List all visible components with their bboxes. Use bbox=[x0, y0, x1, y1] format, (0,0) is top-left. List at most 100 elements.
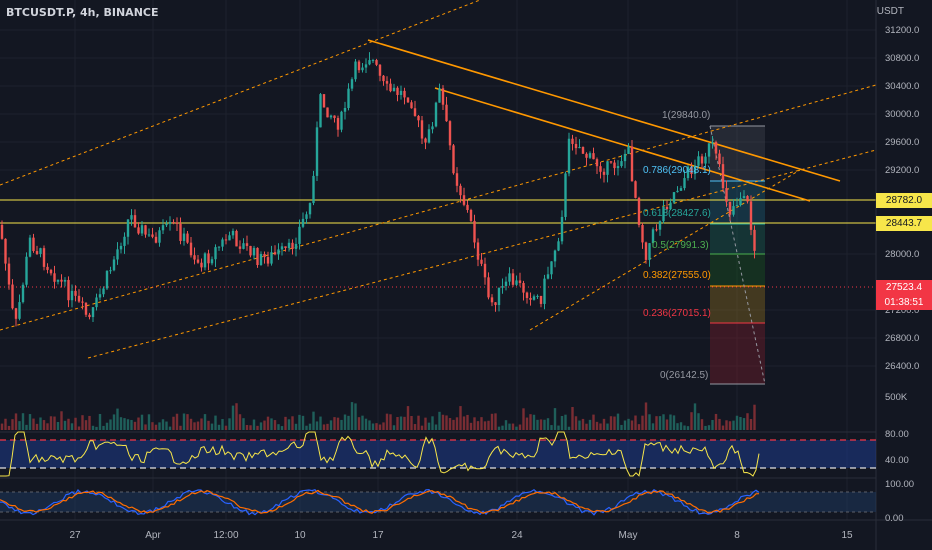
candle-body bbox=[14, 308, 18, 319]
volume-bar bbox=[60, 411, 63, 430]
volume-bar bbox=[630, 420, 634, 430]
candle-body bbox=[613, 162, 616, 169]
price-label-support-2[interactable]: 28443.7 bbox=[876, 216, 932, 231]
trend-lines[interactable] bbox=[367, 39, 841, 202]
candle-body bbox=[480, 259, 483, 264]
candle-body bbox=[690, 166, 693, 174]
rsi-pane[interactable] bbox=[0, 431, 876, 477]
volume-bar bbox=[49, 416, 53, 430]
candle-body bbox=[322, 94, 326, 108]
candle-body bbox=[732, 206, 735, 215]
volume-bar bbox=[217, 424, 221, 430]
candle-body bbox=[144, 225, 147, 235]
volume-bar bbox=[739, 416, 742, 430]
fib-retracement[interactable] bbox=[709, 125, 766, 385]
volume-bar bbox=[221, 419, 224, 430]
volume-bar bbox=[508, 423, 511, 430]
volume-bar bbox=[641, 415, 644, 430]
candle-body bbox=[193, 255, 196, 260]
candle-body bbox=[123, 236, 126, 246]
volume-bar bbox=[224, 425, 228, 430]
volume-bar bbox=[357, 417, 361, 430]
candle-body bbox=[151, 234, 154, 237]
volume-bar bbox=[557, 425, 560, 430]
channel-lines[interactable] bbox=[0, 0, 877, 359]
candle-body bbox=[39, 248, 42, 254]
volume-bar bbox=[462, 416, 466, 430]
date-tick: May bbox=[618, 530, 638, 541]
rsi-tick: 40.00 bbox=[885, 455, 909, 466]
volume-bar bbox=[564, 414, 567, 430]
volume-bar bbox=[690, 412, 693, 430]
candlestick-series[interactable] bbox=[0, 52, 756, 327]
volume-bar bbox=[602, 418, 606, 430]
volume-bar bbox=[214, 415, 217, 430]
volume-bar bbox=[154, 424, 158, 430]
candle-body bbox=[438, 88, 441, 103]
volume-bar bbox=[725, 420, 728, 430]
volume-bar bbox=[592, 414, 595, 430]
volume-bar bbox=[494, 413, 497, 430]
candle-body bbox=[644, 242, 648, 260]
volume-bar bbox=[385, 413, 389, 430]
volume-bar bbox=[273, 420, 277, 430]
price-tick: 30400.0 bbox=[885, 81, 920, 92]
candle-body bbox=[53, 273, 56, 282]
price-label-support-1[interactable]: 28782.0 bbox=[876, 193, 932, 208]
candle-body bbox=[550, 261, 553, 275]
candle-body bbox=[21, 284, 25, 303]
stoch-tick: 100.00 bbox=[885, 479, 915, 490]
candle-body bbox=[378, 64, 382, 76]
volume-bar bbox=[168, 426, 172, 430]
date-tick: 24 bbox=[511, 530, 523, 541]
rsi-band bbox=[0, 440, 876, 468]
candle-body bbox=[224, 239, 228, 241]
fib-zone-6 bbox=[710, 323, 765, 384]
volume-bar bbox=[189, 418, 193, 430]
candle-body bbox=[585, 153, 588, 158]
candle-body bbox=[105, 270, 109, 289]
volume-bar bbox=[539, 419, 543, 430]
date-tick: 17 bbox=[372, 530, 384, 541]
candle-body bbox=[564, 173, 567, 217]
volume-bar bbox=[497, 426, 501, 430]
candle-body bbox=[417, 115, 420, 121]
stoch-tick: 0.00 bbox=[885, 513, 904, 524]
volume-bar bbox=[697, 413, 700, 430]
candle-body bbox=[270, 252, 273, 264]
volume-bar bbox=[375, 423, 378, 430]
volume-bar bbox=[466, 414, 469, 430]
stoch-pane[interactable] bbox=[0, 488, 876, 516]
candle-body bbox=[301, 218, 305, 227]
candle-body bbox=[714, 142, 718, 154]
candle-body bbox=[602, 171, 606, 175]
volume-bar bbox=[291, 416, 294, 430]
volume-bar bbox=[63, 420, 67, 430]
volume-bar bbox=[329, 420, 333, 430]
candle-body bbox=[662, 206, 665, 222]
volume-bar bbox=[161, 419, 165, 430]
candle-body bbox=[501, 286, 504, 288]
candle-body bbox=[515, 280, 518, 285]
volume-bar bbox=[714, 413, 718, 430]
volume-bar bbox=[322, 424, 326, 430]
candle-body bbox=[49, 269, 53, 274]
candle-body bbox=[431, 126, 434, 130]
volume-bar bbox=[529, 414, 532, 430]
symbol-title[interactable]: BTCUSDT.P, 4h, BINANCE bbox=[6, 6, 159, 19]
volume-bar bbox=[158, 422, 161, 430]
volume-bar bbox=[417, 415, 420, 430]
candle-body bbox=[256, 247, 259, 266]
volume-bar bbox=[81, 415, 84, 430]
volume-bar bbox=[543, 419, 546, 430]
candle-body bbox=[455, 173, 459, 186]
candle-body bbox=[746, 196, 749, 202]
volume-bar bbox=[693, 403, 697, 430]
candle-body bbox=[357, 61, 361, 71]
volume-bar bbox=[7, 425, 11, 430]
volume-bar bbox=[18, 421, 21, 430]
candle-body bbox=[109, 270, 112, 272]
candle-body bbox=[32, 237, 35, 252]
